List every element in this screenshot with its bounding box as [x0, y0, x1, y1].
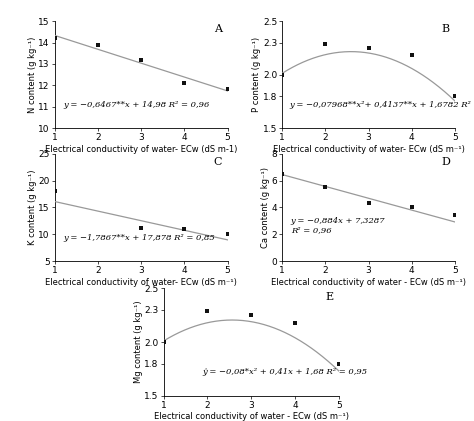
- X-axis label: Electrical conductivity of water- ECw (dS m⁻¹): Electrical conductivity of water- ECw (d…: [273, 145, 465, 154]
- Text: y = −0,6467**x + 14,98 R² = 0,96: y = −0,6467**x + 14,98 R² = 0,96: [63, 101, 210, 109]
- X-axis label: Electrical conductivity of water - ECw (dS m⁻¹): Electrical conductivity of water - ECw (…: [154, 413, 349, 421]
- Point: [181, 226, 188, 232]
- Y-axis label: Mg content (g kg⁻¹): Mg content (g kg⁻¹): [134, 301, 143, 384]
- Point: [335, 360, 343, 367]
- Y-axis label: N content (g kg⁻¹): N content (g kg⁻¹): [28, 37, 37, 113]
- Point: [247, 312, 255, 319]
- Text: y = −0,884x + 7,3287
R² = 0,96: y = −0,884x + 7,3287 R² = 0,96: [291, 217, 385, 234]
- Text: D: D: [441, 157, 450, 167]
- Point: [408, 52, 416, 59]
- Point: [321, 40, 329, 47]
- Point: [278, 71, 286, 78]
- Point: [365, 199, 372, 206]
- X-axis label: Electrical conductivity of water - ECw (dS m⁻¹): Electrical conductivity of water - ECw (…: [271, 278, 466, 287]
- Point: [51, 35, 58, 42]
- Point: [181, 80, 188, 87]
- Point: [451, 211, 459, 218]
- Text: y = −1,7867**x + 17,878 R² = 0,85: y = −1,7867**x + 17,878 R² = 0,85: [63, 234, 215, 242]
- Point: [137, 224, 145, 231]
- Point: [203, 308, 211, 314]
- Point: [451, 93, 459, 100]
- Y-axis label: K content (g kg⁻¹): K content (g kg⁻¹): [28, 170, 37, 245]
- Point: [160, 338, 167, 345]
- Point: [224, 85, 231, 92]
- Point: [291, 320, 299, 326]
- X-axis label: Electrical conductivity of water- ECw (dS m-1): Electrical conductivity of water- ECw (d…: [45, 145, 237, 154]
- Point: [321, 184, 329, 191]
- Text: ŷ = −0,08*x² + 0,41x + 1,68 R² = 0,95: ŷ = −0,08*x² + 0,41x + 1,68 R² = 0,95: [202, 368, 367, 376]
- X-axis label: Electrical conductivity of water- ECw (dS m⁻¹): Electrical conductivity of water- ECw (d…: [45, 278, 237, 287]
- Text: E: E: [326, 292, 334, 301]
- Point: [94, 41, 101, 48]
- Text: B: B: [442, 24, 450, 34]
- Y-axis label: Ca content (g kg⁻¹): Ca content (g kg⁻¹): [261, 167, 270, 248]
- Text: C: C: [214, 157, 222, 167]
- Point: [278, 171, 286, 178]
- Point: [137, 56, 145, 63]
- Text: A: A: [214, 24, 222, 34]
- Point: [51, 188, 58, 195]
- Point: [408, 204, 416, 211]
- Y-axis label: P content (g kg⁻¹): P content (g kg⁻¹): [252, 37, 261, 112]
- Text: y = −0,07968**x²+ 0,4137**x + 1,6782 R² = 0,95: y = −0,07968**x²+ 0,4137**x + 1,6782 R² …: [289, 101, 474, 109]
- Point: [224, 231, 231, 237]
- Point: [365, 45, 372, 51]
